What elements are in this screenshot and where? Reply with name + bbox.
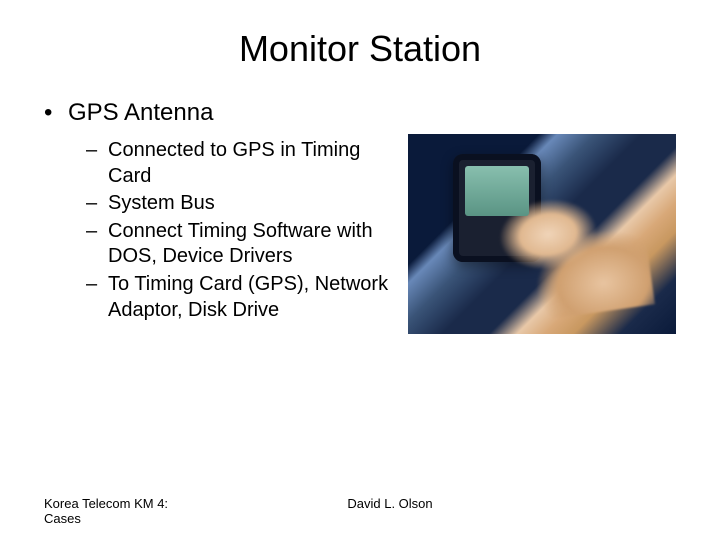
slide-footer: Korea Telecom KM 4: Cases David L. Olson (44, 496, 676, 526)
bullet-level2-text: System Bus (108, 191, 215, 217)
dash-marker-icon: – (86, 138, 108, 189)
dash-marker-icon: – (86, 272, 108, 323)
bullet-level2-text: Connected to GPS in Timing Card (108, 138, 404, 189)
bullet-marker-icon: • (44, 98, 68, 128)
gps-device-image (408, 134, 676, 334)
content-row: • GPS Antenna – Connected to GPS in Timi… (44, 98, 676, 334)
slide: Monitor Station • GPS Antenna – Connecte… (0, 0, 720, 540)
footer-left-line1: Korea Telecom KM 4: (44, 496, 347, 511)
footer-left-line2: Cases (44, 511, 347, 526)
footer-left: Korea Telecom KM 4: Cases (44, 496, 347, 526)
bullet-level2: – Connect Timing Software with DOS, Devi… (86, 219, 404, 270)
sub-bullet-list: – Connected to GPS in Timing Card – Syst… (44, 138, 404, 323)
text-column: • GPS Antenna – Connected to GPS in Timi… (44, 98, 404, 325)
bullet-level2-text: To Timing Card (GPS), Network Adaptor, D… (108, 272, 404, 323)
slide-title: Monitor Station (44, 28, 676, 70)
bullet-level1-text: GPS Antenna (68, 98, 213, 128)
bullet-level2: – Connected to GPS in Timing Card (86, 138, 404, 189)
image-detail (477, 166, 655, 327)
bullet-level2: – System Bus (86, 191, 404, 217)
dash-marker-icon: – (86, 191, 108, 217)
footer-author: David L. Olson (347, 496, 676, 526)
bullet-level2-text: Connect Timing Software with DOS, Device… (108, 219, 404, 270)
image-column (404, 98, 676, 334)
dash-marker-icon: – (86, 219, 108, 270)
bullet-level1: • GPS Antenna (44, 98, 404, 128)
bullet-level2: – To Timing Card (GPS), Network Adaptor,… (86, 272, 404, 323)
